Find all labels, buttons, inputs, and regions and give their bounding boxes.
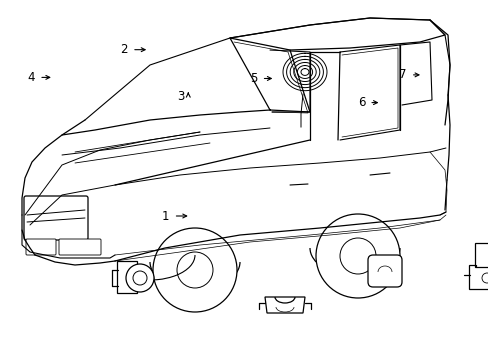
Circle shape — [153, 228, 237, 312]
Text: 3: 3 — [177, 90, 184, 103]
FancyBboxPatch shape — [59, 239, 101, 255]
Circle shape — [339, 238, 375, 274]
Text: 7: 7 — [398, 68, 406, 81]
FancyBboxPatch shape — [26, 239, 56, 255]
FancyBboxPatch shape — [367, 255, 401, 287]
Circle shape — [315, 214, 399, 298]
Text: 5: 5 — [250, 72, 257, 85]
FancyBboxPatch shape — [468, 265, 488, 289]
Circle shape — [133, 271, 147, 285]
FancyBboxPatch shape — [474, 243, 488, 267]
FancyBboxPatch shape — [117, 261, 137, 293]
FancyBboxPatch shape — [24, 196, 88, 240]
Circle shape — [481, 273, 488, 283]
Circle shape — [126, 264, 154, 292]
Text: 6: 6 — [357, 96, 365, 109]
Polygon shape — [264, 297, 305, 313]
Circle shape — [177, 252, 213, 288]
Text: 4: 4 — [27, 71, 35, 84]
Text: 2: 2 — [120, 43, 128, 56]
Text: 1: 1 — [162, 210, 169, 222]
